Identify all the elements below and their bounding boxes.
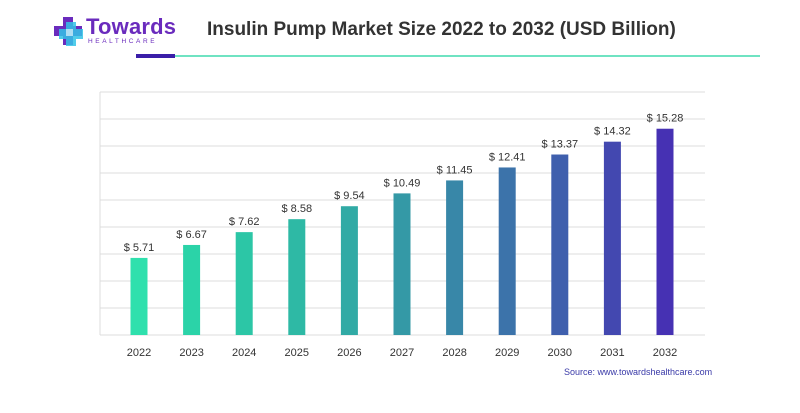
- x-tick-label-2031: 2031: [600, 347, 624, 359]
- bar-2025[interactable]: [288, 219, 306, 335]
- bar-2026[interactable]: [340, 206, 358, 335]
- value-label-2023: $ 6.67: [176, 229, 207, 241]
- bar-2028[interactable]: [446, 180, 464, 335]
- header: Towards HEALTHCARE Insulin Pump Market S…: [0, 0, 800, 64]
- chart-title: Insulin Pump Market Size 2022 to 2032 (U…: [207, 19, 676, 40]
- logo-cross-icon: [54, 17, 83, 46]
- x-tick-label-2024: 2024: [232, 347, 256, 359]
- x-tick-label-2026: 2026: [337, 347, 361, 359]
- bar-2023[interactable]: [183, 244, 201, 335]
- bar-2030[interactable]: [551, 154, 569, 335]
- bar-2032[interactable]: [656, 128, 674, 335]
- x-tick-label-2028: 2028: [442, 347, 466, 359]
- value-label-2026: $ 9.54: [334, 190, 365, 202]
- bar-2024[interactable]: [235, 232, 253, 335]
- value-labels: $ 5.71 $ 6.67 $ 7.62 $ 8.58 $ 9.54 $ 10.49 $ 1…: [124, 113, 684, 254]
- brand-name: Towards: [86, 14, 177, 39]
- brand-logo[interactable]: Towards HEALTHCARE: [52, 13, 192, 49]
- x-axis-ticks: 2022 2023 2024 2025 2026 2027 2028 2029 2030 2031…: [127, 347, 677, 359]
- x-tick-label-2029: 2029: [495, 347, 519, 359]
- title-rule-accent: [136, 54, 175, 58]
- value-label-2029: $ 12.41: [489, 151, 526, 163]
- x-tick-label-2032: 2032: [653, 347, 677, 359]
- bar-2022[interactable]: [130, 257, 148, 335]
- x-tick-label-2022: 2022: [127, 347, 151, 359]
- value-label-2030: $ 13.37: [541, 139, 578, 151]
- value-label-2022: $ 5.71: [124, 242, 155, 254]
- x-tick-label-2025: 2025: [285, 347, 309, 359]
- bar-2031[interactable]: [603, 141, 621, 335]
- value-label-2032: $ 15.28: [647, 113, 684, 125]
- brand-subtitle: HEALTHCARE: [88, 38, 158, 45]
- value-label-2028: $ 11.45: [437, 164, 473, 176]
- value-label-2031: $ 14.32: [594, 126, 631, 138]
- x-tick-label-2027: 2027: [390, 347, 414, 359]
- x-tick-label-2023: 2023: [179, 347, 203, 359]
- x-tick-label-2030: 2030: [548, 347, 572, 359]
- bar-2027[interactable]: [393, 193, 411, 335]
- source-note[interactable]: Source: www.towardshealthcare.com: [564, 367, 713, 377]
- value-label-2025: $ 8.58: [282, 203, 313, 215]
- bar-2029[interactable]: [498, 167, 516, 335]
- title-rule: [175, 55, 760, 57]
- value-label-2027: $ 10.49: [384, 177, 421, 189]
- value-label-2024: $ 7.62: [229, 216, 260, 228]
- bars: [130, 128, 674, 335]
